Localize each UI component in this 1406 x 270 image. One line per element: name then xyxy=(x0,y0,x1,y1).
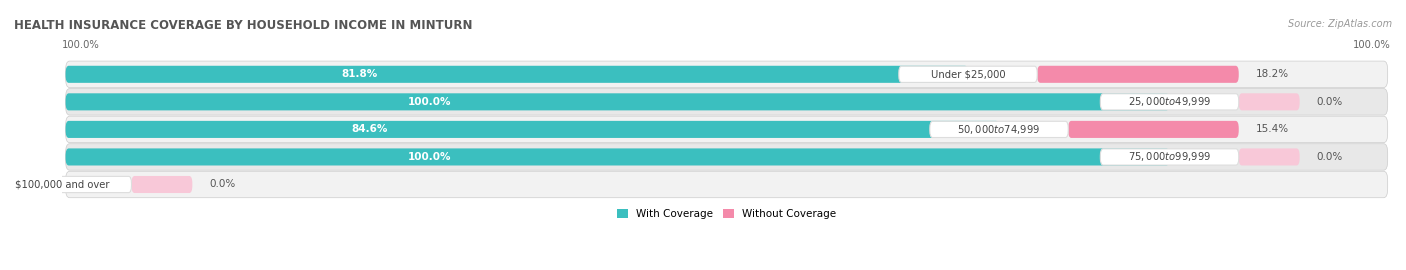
Text: 100.0%: 100.0% xyxy=(408,152,451,162)
Text: 81.8%: 81.8% xyxy=(342,69,377,79)
Text: 0.0%: 0.0% xyxy=(1316,152,1343,162)
Text: 18.2%: 18.2% xyxy=(1256,69,1288,79)
FancyBboxPatch shape xyxy=(66,89,1388,115)
FancyBboxPatch shape xyxy=(1239,148,1299,166)
FancyBboxPatch shape xyxy=(66,116,1388,143)
Text: 0.0%: 0.0% xyxy=(1316,97,1343,107)
FancyBboxPatch shape xyxy=(66,61,1388,87)
Text: Source: ZipAtlas.com: Source: ZipAtlas.com xyxy=(1288,19,1392,29)
FancyBboxPatch shape xyxy=(1101,149,1239,165)
Text: 84.6%: 84.6% xyxy=(352,124,388,134)
Text: 0.0%: 0.0% xyxy=(209,180,235,190)
Text: 100.0%: 100.0% xyxy=(1353,39,1391,49)
FancyBboxPatch shape xyxy=(1038,66,1239,83)
FancyBboxPatch shape xyxy=(929,121,1069,137)
FancyBboxPatch shape xyxy=(66,93,1170,110)
FancyBboxPatch shape xyxy=(1239,93,1299,110)
Text: $50,000 to $74,999: $50,000 to $74,999 xyxy=(957,123,1040,136)
Text: 15.4%: 15.4% xyxy=(1256,124,1288,134)
FancyBboxPatch shape xyxy=(66,148,1170,166)
FancyBboxPatch shape xyxy=(0,176,131,193)
FancyBboxPatch shape xyxy=(1069,121,1239,138)
FancyBboxPatch shape xyxy=(131,176,193,193)
Legend: With Coverage, Without Coverage: With Coverage, Without Coverage xyxy=(613,205,841,223)
FancyBboxPatch shape xyxy=(66,121,1000,138)
FancyBboxPatch shape xyxy=(66,66,967,83)
FancyBboxPatch shape xyxy=(1101,94,1239,110)
FancyBboxPatch shape xyxy=(66,144,1388,170)
Text: Under $25,000: Under $25,000 xyxy=(931,69,1005,79)
Text: 100.0%: 100.0% xyxy=(62,39,100,49)
FancyBboxPatch shape xyxy=(898,66,1038,82)
FancyBboxPatch shape xyxy=(66,171,1388,198)
Text: $75,000 to $99,999: $75,000 to $99,999 xyxy=(1128,150,1211,163)
Text: HEALTH INSURANCE COVERAGE BY HOUSEHOLD INCOME IN MINTURN: HEALTH INSURANCE COVERAGE BY HOUSEHOLD I… xyxy=(14,19,472,32)
Text: $25,000 to $49,999: $25,000 to $49,999 xyxy=(1128,95,1211,108)
Text: 100.0%: 100.0% xyxy=(408,97,451,107)
Text: $100,000 and over: $100,000 and over xyxy=(15,180,110,190)
